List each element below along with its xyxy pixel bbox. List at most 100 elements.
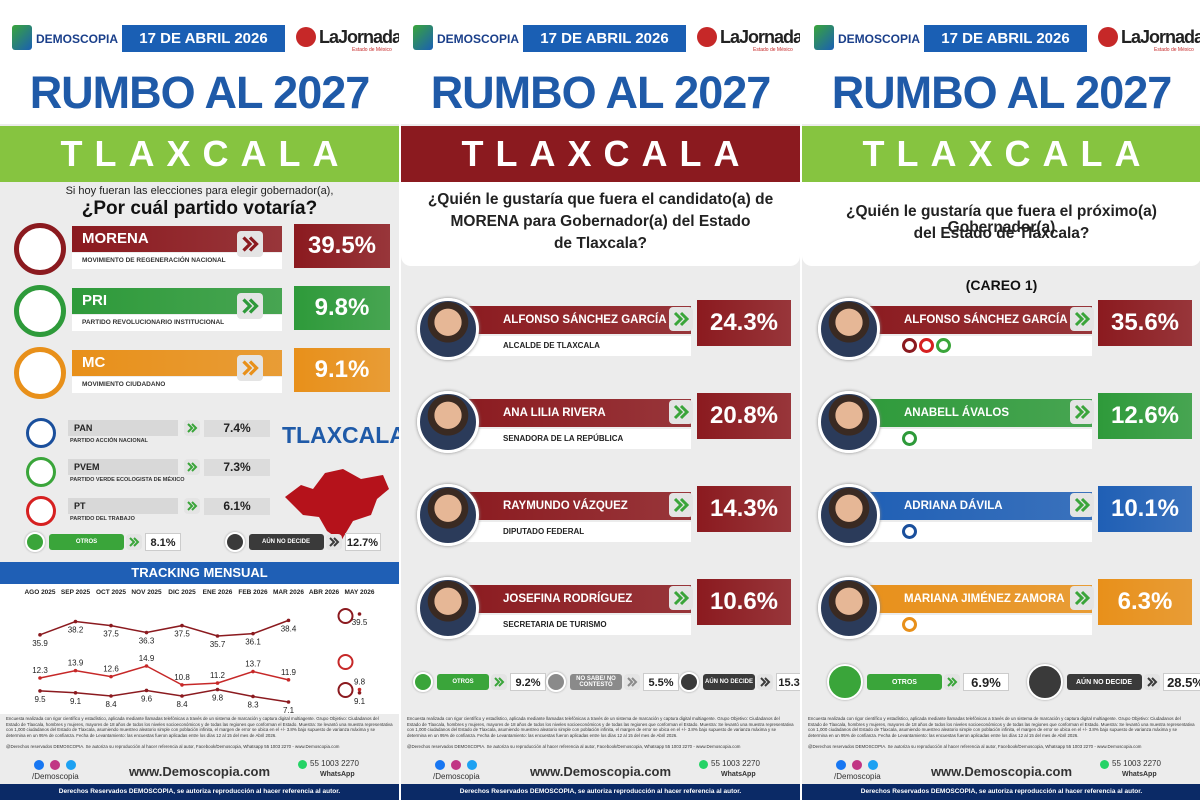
name-bar: RAYMUNDO VÁZQUEZ [453,492,691,520]
trend-point [251,694,255,699]
chevron-icon [627,677,638,687]
trend-point [180,623,184,628]
social-icon [852,760,862,770]
trend-label: 11.2 [210,671,226,680]
date-box: 17 DE ABRIL 2026 [122,25,285,52]
chevron-stroke [627,677,634,687]
chevron [184,498,200,514]
social-icon [34,760,44,770]
chevron [184,420,200,436]
party-strip [854,522,1092,542]
map-label: TLAXCALA [282,422,399,448]
chevron-stroke [947,677,954,687]
chevron [237,231,263,257]
result-value: 35.6% [1098,300,1192,346]
chevron [944,674,960,690]
summary-value: 15.3% [776,673,800,691]
brand: DEMOSCOPIA [838,32,921,46]
chevron-stroke [494,677,501,687]
series-icon [337,654,354,670]
trend-label: 9.1 [354,697,366,706]
chevron-stroke [673,311,684,327]
state-band: TLAXCALA [401,126,800,182]
trend-label: 9.5 [34,695,46,704]
month-label: SEP 2025 [60,589,91,596]
title: RUMBO AL 2027 [430,67,772,118]
summary-value: 5.5% [643,673,679,691]
summary-icon [413,672,433,692]
chevron [624,674,640,690]
trend-label: 8.4 [105,700,117,709]
month-label: MAR 2026 [272,589,305,596]
photo [417,391,479,453]
trend-point [73,668,78,673]
trend-point [286,700,291,704]
summary-value: 9.2% [510,673,546,691]
chevron-stroke [187,423,194,433]
chevron-icon [1146,677,1157,687]
handle: /Demoscopia [32,772,79,781]
name-bar: ALFONSO SÁNCHEZ GARCÍA [453,306,691,334]
name-bar: JOSEFINA RODRÍGUEZ [453,585,691,613]
chevron [1070,493,1094,517]
minor-sub: PARTIDO ACCIÓN NACIONAL [70,438,148,444]
tracking-chart: 35.9 38.2 37.5 36.3 37.5 35.7 36.1 38.4 39.5 12.3… [32,608,368,715]
intro: Si hoy fueran las elecciones para elegir… [65,185,334,197]
rights-bar: Derechos Reservados DEMOSCOPIA, se autor… [401,784,800,800]
chevron-stroke [248,298,259,314]
chevron-stroke [951,677,958,687]
summary-label: OTROS [49,534,124,550]
trend-point [215,681,220,685]
phone: 55 1003 2270 [711,759,760,768]
trend-label: 14.9 [139,654,155,663]
chevron-stroke [133,537,140,547]
party-badge [936,338,951,353]
trend-label: 9.1 [70,697,82,706]
chevron-icon [1074,404,1091,420]
chevron-stroke [187,501,194,511]
minor-sub: PARTIDO VERDE ECOLOGISTA DE MÉXICO [70,477,185,483]
rights-bar: Derechos Reservados DEMOSCOPIA, se autor… [802,784,1200,800]
chevron-icon [328,537,339,547]
social-icon [467,760,477,770]
minor-name: PVEM [68,459,178,475]
chevron [325,534,342,550]
header-bg [401,0,800,124]
logo-mark [413,25,433,50]
brand: DEMOSCOPIA [437,32,520,46]
whatsapp: WhatsApp [1122,771,1157,778]
chevron-stroke [679,590,690,606]
party-badge [902,338,917,353]
question: ¿Por cuál partido votaría? [81,198,318,219]
trend-point [38,633,42,637]
trend-label: 12.6 [103,665,119,674]
partner: LaJornada [1121,27,1200,47]
role-bar: SENADORA DE LA REPÚBLICA [453,429,691,449]
partner: LaJornada [720,27,800,47]
chevron-icon [187,462,198,472]
chevron-icon [242,298,259,314]
logo-mark [12,25,32,50]
trend-point [215,634,220,638]
chevron-stroke [1080,311,1091,327]
minor-name: PT [68,498,178,514]
footnote: Encuesta realizada con rigor científico … [6,716,393,738]
trend-label: 9.8 [212,694,224,703]
question-line: ¿Quién le gustaría que fuera el candidat… [427,191,774,208]
chevron-stroke [679,311,690,327]
party-sub: MOVIMIENTO CIUDADANO [72,377,282,393]
chevron-icon [1074,311,1091,327]
month-label: FEB 2026 [238,589,268,596]
chevron [184,459,200,475]
header-bg [0,0,399,124]
minor-sub: PARTIDO DEL TRABAJO [70,516,135,522]
trend-label: 37.5 [174,630,190,639]
chevron [1070,307,1094,331]
handle: /Demoscopia [433,772,480,781]
trend-point [357,687,362,692]
trend-point [180,683,184,687]
party-logo [14,223,66,275]
trend-label: 9.8 [354,678,366,687]
result-value: 14.3% [697,486,791,532]
